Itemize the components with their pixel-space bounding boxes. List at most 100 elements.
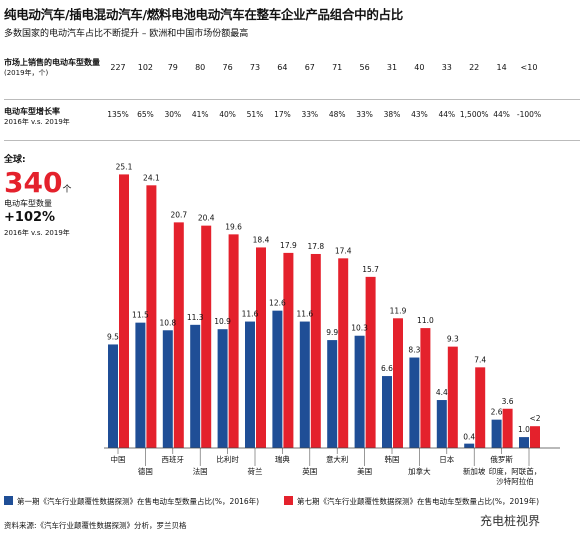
bar-2019 — [173, 222, 184, 448]
bar-2019 — [283, 252, 294, 448]
category-label: 法国 — [193, 466, 208, 476]
growth-rate-label: 40% — [219, 110, 236, 119]
legend-item-2019: 第七期《汽车行业颠覆性数据探测》在售电动车型数量占比(%，2019年) — [284, 496, 539, 507]
bar-label-2019: 17.8 — [307, 242, 324, 251]
bar-2016 — [382, 376, 392, 448]
bar-2016 — [272, 310, 283, 448]
bar-label-2019: 3.6 — [502, 397, 514, 406]
model-count-label: 102 — [138, 63, 153, 72]
divider-mid — [4, 140, 580, 141]
bar-label-2016: 11.5 — [132, 311, 149, 320]
category-label: 日本 — [439, 454, 454, 464]
bar-label-2016: 9.5 — [107, 332, 119, 341]
category-label: 德国 — [138, 466, 153, 476]
bar-label-2016: 6.6 — [381, 364, 393, 373]
growth-rate-label: 65% — [137, 110, 154, 119]
legend-item-2016: 第一期《汽车行业颠覆性数据探测》在售电动车型数量占比(%，2016年) — [4, 496, 259, 507]
growth-rate-label: 51% — [247, 110, 264, 119]
legend-swatch-2019 — [284, 496, 293, 505]
growth-rate-label: 41% — [192, 110, 209, 119]
model-count-label: 64 — [277, 63, 287, 72]
bar-label-2019: 17.9 — [280, 241, 297, 250]
model-count-label: <10 — [521, 63, 538, 72]
bar-2016 — [299, 321, 310, 448]
category-label: 英国 — [302, 466, 317, 476]
bar-2016 — [464, 443, 475, 448]
bar-2016 — [245, 321, 255, 448]
growth-rate-label: 44% — [438, 110, 455, 119]
growth-row-period: 2016年 v.s. 2019年 — [4, 118, 70, 126]
category-label: 意大利 — [326, 454, 349, 464]
bar-2019 — [420, 328, 431, 448]
bar-label-2019: 20.7 — [170, 210, 187, 219]
model-count-label: 79 — [168, 63, 178, 72]
growth-rate-label: 33% — [301, 110, 318, 119]
bar-2019 — [228, 234, 239, 448]
bar-label-2019: 15.7 — [362, 265, 379, 274]
category-label: 俄罗斯 — [490, 454, 513, 464]
global-unit: 个 — [62, 185, 72, 195]
bar-2016 — [190, 324, 201, 448]
divider-top — [4, 99, 580, 100]
watermark: 充电桩视界 — [480, 514, 541, 528]
bar-label-2019: 11.9 — [390, 306, 407, 315]
bar-label-2019: 25.1 — [116, 162, 133, 171]
model-count-label: 73 — [250, 63, 260, 72]
source-note: 资料来源:《汽车行业颠覆性数据探测》分析，罗兰贝格 — [4, 521, 187, 530]
category-label: 新加坡 — [463, 466, 486, 476]
category-label: 中国 — [111, 454, 126, 464]
bar-2016 — [354, 335, 365, 448]
bar-label-2016: 1.0 — [518, 425, 530, 434]
bar-2019 — [502, 408, 513, 448]
bar-label-2016: 10.3 — [351, 324, 368, 333]
chart-title: 纯电动汽车/插电混动汽车/燃料电池电动汽车在整车企业产品组合中的占比 — [4, 7, 403, 22]
bar-2016 — [409, 357, 420, 448]
bar-2019 — [146, 185, 157, 448]
bar-2016 — [491, 419, 502, 448]
growth-rate-label: 44% — [493, 110, 510, 119]
bar-label-2019: 11.0 — [417, 316, 434, 325]
bar-label-2016: 11.6 — [242, 310, 259, 319]
bar-2019 — [475, 367, 486, 448]
bar-2016 — [217, 329, 228, 448]
model-count-label: 56 — [360, 63, 370, 72]
category-label: 美国 — [357, 466, 372, 476]
models-row-title: 市场上销售的电动车型数量 — [4, 58, 100, 67]
category-label: 印度，阿联酋，沙特阿拉伯 — [489, 466, 542, 486]
bar-label-2019: 17.4 — [335, 246, 352, 255]
bar-2016 — [436, 400, 447, 448]
bar-2016 — [519, 437, 529, 448]
bar-label-2016: 10.9 — [214, 317, 231, 326]
global-period: 2016年 v.s. 2019年 — [4, 229, 70, 237]
model-count-label: 80 — [195, 63, 205, 72]
model-count-label: 14 — [497, 63, 507, 72]
growth-rate-label: 38% — [384, 110, 401, 119]
bar-label-2016: 12.6 — [269, 299, 286, 308]
global-label: 全球: — [4, 155, 26, 165]
bar-label-2019: 20.4 — [198, 214, 215, 223]
model-count-label: 22 — [469, 63, 479, 72]
category-label: 韩国 — [385, 454, 400, 464]
bar-2016 — [135, 322, 146, 448]
bar-label-2019: 19.6 — [225, 222, 242, 231]
bar-label-2019: 24.1 — [143, 173, 160, 182]
bar-2019 — [310, 253, 321, 448]
legend-label-2016: 第一期《汽车行业颠覆性数据探测》在售电动车型数量占比(%，2016年) — [17, 497, 260, 506]
legend-label-2019: 第七期《汽车行业颠覆性数据探测》在售电动车型数量占比(%，2019年) — [297, 497, 540, 506]
growth-rate-label: 30% — [164, 110, 181, 119]
bar-label-2016: 10.8 — [159, 318, 176, 327]
growth-row-title: 电动车型增长率 — [4, 107, 60, 116]
model-count-label: 71 — [332, 63, 342, 72]
model-count-label: 76 — [223, 63, 233, 72]
bar-2019 — [447, 346, 458, 448]
model-count-label: 31 — [387, 63, 397, 72]
growth-rate-label: 135% — [107, 110, 128, 119]
bar-2019 — [365, 276, 376, 448]
model-count-label: 40 — [414, 63, 424, 72]
bar-2019 — [338, 258, 349, 448]
bar-2019 — [393, 318, 403, 448]
models-row-period: (2019年，个) — [4, 69, 49, 77]
growth-rate-label: 48% — [329, 110, 346, 119]
global-description: 电动车型数量 — [4, 199, 52, 208]
